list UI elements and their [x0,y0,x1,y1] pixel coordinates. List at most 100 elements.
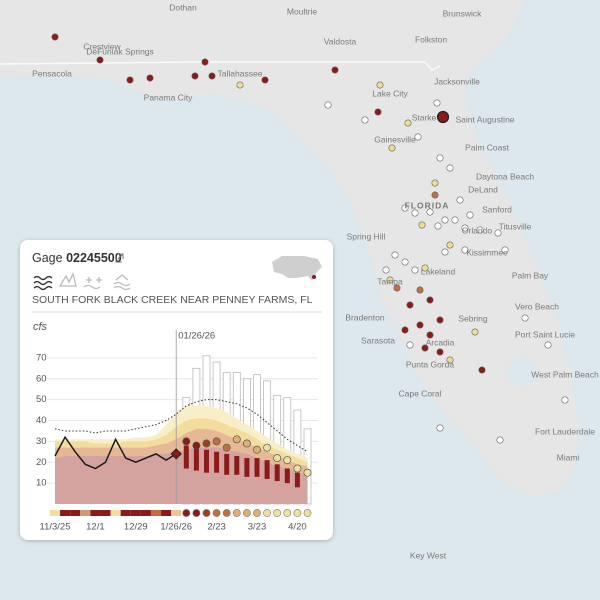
status-dot [293,509,302,517]
gage-dot[interactable] [404,119,412,127]
city-label: Starke [412,112,437,122]
status-dot [283,509,292,517]
city-label: Lake City [372,88,408,98]
y-tick-label: 70 [36,352,47,363]
gage-dot[interactable] [401,258,409,266]
forecast-median [253,445,261,454]
status-dot [253,509,261,517]
gage-dot[interactable] [388,144,396,152]
city-label: Tallahassee [218,68,263,78]
forecast-range-bar [284,468,290,484]
gage-dot[interactable] [421,344,429,352]
gage-dot[interactable] [544,341,552,349]
gage-dot[interactable] [436,316,444,324]
gage-dot[interactable] [431,191,439,199]
gage-dot[interactable] [426,296,434,304]
gage-dot[interactable] [436,154,444,162]
gage-dot[interactable] [376,81,384,89]
gage-dot[interactable] [436,348,444,356]
gage-dot[interactable] [406,341,414,349]
gage-dot[interactable] [401,204,409,212]
status-cell [130,510,141,516]
gage-dot[interactable] [374,108,382,116]
gage-dot[interactable] [201,58,209,66]
gage-dot[interactable] [441,216,449,224]
forecast-median [202,439,211,448]
city-label: Key West [410,550,447,560]
gage-dot[interactable] [406,301,414,309]
ice-icon[interactable] [83,277,102,290]
gage-dot[interactable] [434,222,442,230]
gage-dot[interactable] [411,209,419,217]
status-dot [263,509,271,517]
status-cell [70,510,81,516]
drought-icon[interactable] [58,272,77,287]
gage-dot[interactable] [382,266,390,274]
state-border [0,61,441,71]
gage-dot[interactable] [191,72,199,80]
gage-dot[interactable] [521,314,529,322]
status-dot [232,509,241,517]
gage-dot[interactable] [418,221,426,229]
status-cell [161,510,172,516]
gage-dot[interactable] [446,164,454,172]
gage-dot[interactable] [411,266,419,274]
city-label: Dothan [169,2,197,12]
status-dot [242,509,251,517]
gage-dot[interactable] [433,99,441,107]
gage-dot[interactable] [441,248,449,256]
gage-dot[interactable] [431,179,439,187]
flood-icon[interactable] [113,274,131,291]
status-cell [150,510,162,516]
gage-dot[interactable] [261,76,269,84]
status-dot [273,509,282,517]
gage-dot[interactable] [51,33,59,41]
gage-dot[interactable] [401,326,409,334]
gage-dot[interactable] [461,246,469,254]
flow-icon[interactable] [33,275,53,291]
gage-dot[interactable] [496,436,504,444]
city-label: Pensacola [32,68,72,78]
gage-dot[interactable] [494,229,502,237]
gage-dot[interactable] [426,208,434,216]
gage-dot[interactable] [393,284,401,292]
gage-dot[interactable] [436,424,444,432]
gage-dot[interactable] [476,226,484,234]
gage-dot[interactable] [126,76,134,84]
gage-dot[interactable] [501,246,509,254]
gage-dot[interactable] [96,56,104,64]
city-label: Crestview [83,41,121,51]
gage-dot[interactable] [471,328,479,336]
gage-dot[interactable] [446,241,454,249]
gage-dot[interactable] [466,211,474,219]
gage-dot[interactable] [446,356,454,364]
gage-dot[interactable] [451,216,459,224]
gage-dot[interactable] [331,66,339,74]
gage-dot[interactable] [391,251,399,259]
gage-dot[interactable] [416,321,424,329]
gage-dot[interactable] [421,264,429,272]
land [0,0,578,496]
gage-dot[interactable] [236,81,244,89]
city-label: Miami [557,452,580,462]
gage-dot[interactable] [208,72,216,80]
external-link-icon[interactable] [115,253,124,263]
gage-dot[interactable] [361,116,369,124]
location-marker [312,275,316,279]
gage-dot[interactable] [426,331,434,339]
gage-dot[interactable] [324,101,332,109]
gage-dot[interactable] [461,224,469,232]
gage-dot[interactable] [416,286,424,294]
percentile-band [55,447,308,504]
gage-dot[interactable] [146,74,154,82]
gage-dot[interactable] [456,196,464,204]
selected-gage[interactable] [436,110,450,124]
city-label: Brunswick [443,8,482,18]
gage-dot[interactable] [414,133,422,141]
gage-dot[interactable] [561,396,569,404]
status-cell [140,510,151,516]
gage-dot[interactable] [386,276,394,284]
gage-dot[interactable] [478,366,486,374]
y-tick-label: 50 [36,394,47,405]
